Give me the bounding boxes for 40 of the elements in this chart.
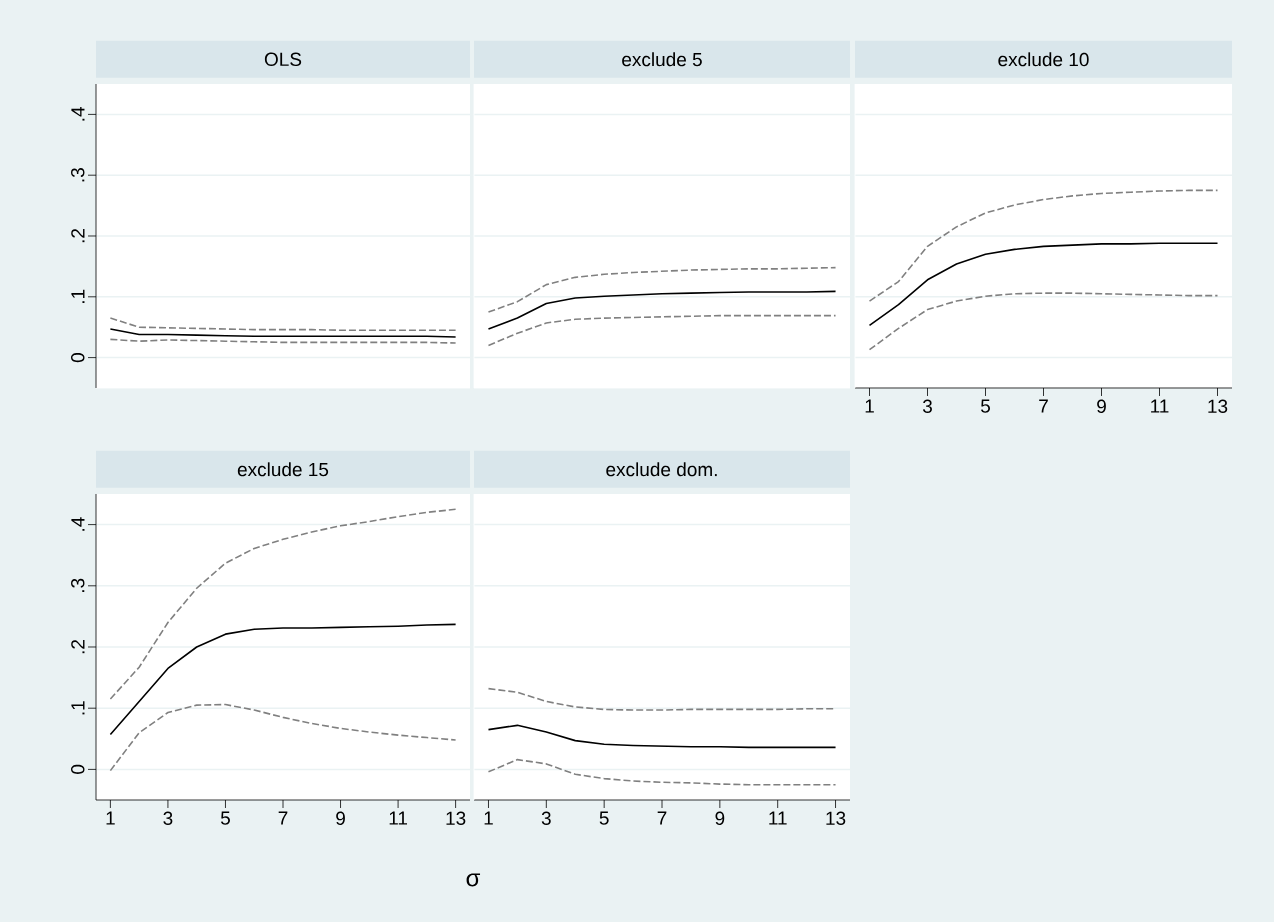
y-tick-label: .1	[71, 289, 85, 303]
y-tick-label: .4	[71, 107, 85, 121]
y-tick-label: .2	[71, 640, 85, 654]
line-series	[109, 623, 457, 736]
y-tick-label: 0	[71, 764, 85, 774]
x-tick-label: 1	[106, 811, 115, 825]
x-tick-label: 3	[163, 811, 173, 825]
x-tick-label: 5	[599, 811, 609, 825]
x-tick-label: 11	[389, 811, 408, 825]
y-tick-label: .2	[71, 229, 85, 243]
chart-title: exclude dom.	[606, 462, 717, 477]
x-tick-label: 5	[220, 811, 230, 825]
x-tick-label: 5	[980, 399, 990, 413]
x-tick-label: 3	[922, 399, 932, 413]
chart-title: exclude 5	[622, 52, 702, 67]
x-tick-label: 7	[278, 811, 288, 825]
y-tick-label: .4	[71, 517, 85, 531]
x-tick-label: 7	[1039, 399, 1048, 413]
chart-title: exclude 10	[998, 52, 1089, 67]
x-tick-label: 7	[657, 811, 667, 825]
x-tick-label: 11	[1151, 399, 1169, 413]
x-tick-label: 13	[1208, 399, 1228, 413]
x-tick-label: 13	[446, 811, 466, 825]
x-tick-label: 1	[865, 399, 874, 413]
x-axis-title: σ	[466, 873, 481, 887]
x-tick-label: 1	[484, 811, 493, 825]
y-tick-label: .1	[71, 701, 85, 715]
line-series	[109, 703, 457, 772]
x-tick-label: 11	[769, 811, 787, 825]
chart-title: OLS	[264, 52, 302, 67]
x-tick-label: 13	[826, 811, 846, 825]
y-tick-label: .3	[71, 168, 85, 182]
x-tick-label: 9	[336, 811, 345, 825]
chart-title: exclude 15	[237, 462, 329, 477]
x-tick-label: 9	[715, 811, 725, 825]
y-tick-label: 0	[71, 353, 85, 363]
x-tick-label: 9	[1097, 399, 1106, 413]
x-tick-label: 3	[541, 811, 551, 825]
line-series	[109, 508, 457, 700]
y-tick-label: .3	[71, 578, 85, 592]
